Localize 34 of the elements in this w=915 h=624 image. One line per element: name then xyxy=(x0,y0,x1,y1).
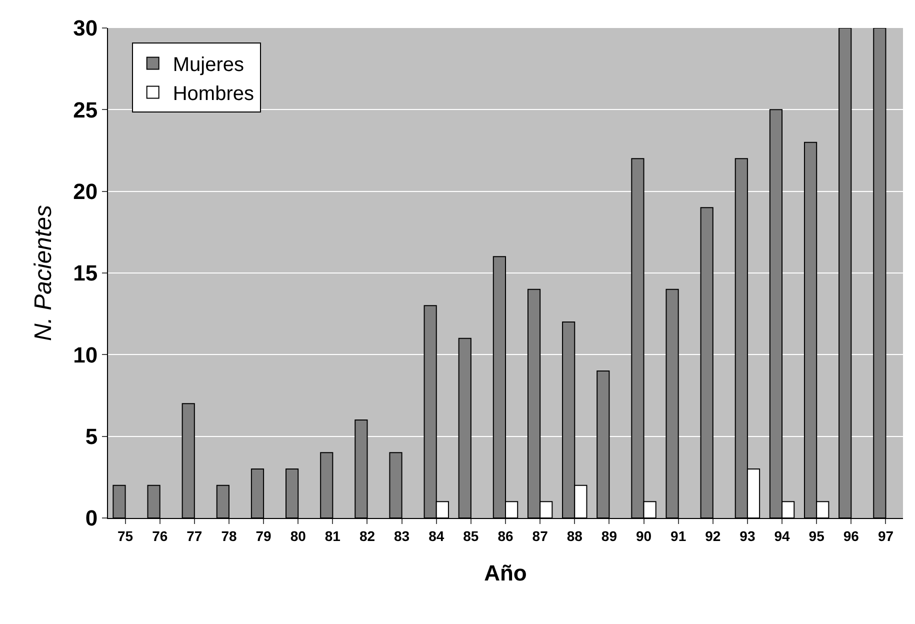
x-tick-label: 78 xyxy=(221,528,237,544)
x-tick-label: 77 xyxy=(186,528,202,544)
x-tick-label: 84 xyxy=(428,528,444,544)
y-tick-label: 15 xyxy=(73,260,98,286)
x-tick-label: 97 xyxy=(878,528,894,544)
y-tick-label: 25 xyxy=(73,97,98,122)
x-axis-title: Año xyxy=(484,560,527,586)
x-tick-label: 94 xyxy=(774,528,790,544)
x-tick-label: 89 xyxy=(601,528,618,544)
x-tick-label: 87 xyxy=(532,528,548,544)
x-tick-label: 83 xyxy=(394,528,410,544)
x-tick-label: 79 xyxy=(256,528,272,544)
x-tick-label: 82 xyxy=(359,528,376,544)
legend-label: Hombres xyxy=(172,83,254,105)
y-axis-title: N. Pacientes xyxy=(30,204,58,342)
x-tick-label: 76 xyxy=(152,528,168,544)
y-tick-label: 5 xyxy=(85,424,98,450)
x-tick-label: 90 xyxy=(636,528,652,544)
x-tick-label: 80 xyxy=(290,528,306,544)
y-tick-label: 10 xyxy=(73,342,98,368)
x-tick-label: 86 xyxy=(498,528,514,544)
x-tick-label: 85 xyxy=(463,528,479,544)
x-tick-label: 75 xyxy=(117,528,134,544)
legend-label: Mujeres xyxy=(172,54,244,76)
x-tick-label: 95 xyxy=(808,528,825,544)
x-tick-label: 92 xyxy=(705,528,721,544)
x-tick-label: 93 xyxy=(740,528,756,544)
x-tick-label: 91 xyxy=(670,528,686,544)
y-tick-label: 20 xyxy=(73,179,98,204)
y-tick-label: 30 xyxy=(73,16,98,41)
y-tick-label: 0 xyxy=(85,506,98,531)
x-tick-label: 88 xyxy=(566,528,583,544)
x-tick-label: 81 xyxy=(324,528,341,544)
x-tick-label: 96 xyxy=(843,528,860,544)
